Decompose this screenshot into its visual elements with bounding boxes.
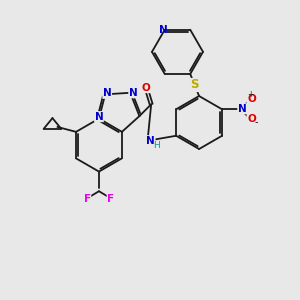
Text: N: N [129,88,137,98]
Text: H: H [153,141,160,150]
Text: F: F [107,194,114,204]
Text: O: O [247,114,256,124]
Text: O: O [142,82,151,93]
Text: F: F [84,194,91,204]
Text: N: N [94,112,103,122]
Text: N: N [159,25,168,35]
Text: O: O [247,94,256,104]
Text: N: N [238,104,247,114]
Text: N: N [103,88,112,98]
Text: +: + [247,90,254,99]
Text: N: N [146,136,155,146]
Text: -: - [255,117,258,127]
Text: S: S [190,79,199,92]
